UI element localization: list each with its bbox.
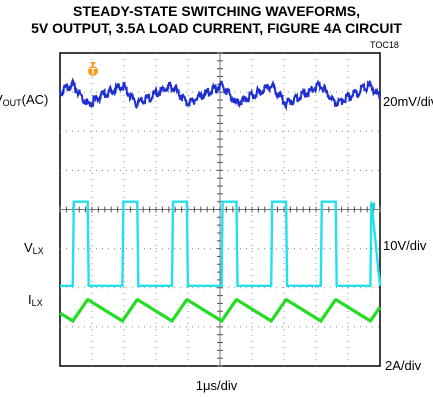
ilx-trace (59, 297, 382, 324)
ilx-scale-label: 2A/div (385, 358, 422, 373)
vlx-label: VLX (24, 240, 44, 256)
vout-trace (59, 77, 381, 112)
chart-title-line2: 5V OUTPUT, 3.5A LOAD CURRENT, FIGURE 4A … (31, 20, 402, 36)
x-scale-label: 1μs/div (195, 378, 238, 393)
traces (59, 77, 382, 324)
trigger-marker-label: T (90, 67, 96, 77)
vlx-scale-label: 10V/div (383, 238, 427, 253)
vlx-ground-marker (369, 202, 375, 210)
vout-scale-label: 20mV/div (383, 94, 433, 109)
trigger-marker: T (88, 62, 98, 77)
vlx-trace (60, 200, 382, 287)
chart-title-line1: STEADY-STATE SWITCHING WAVEFORMS, (73, 3, 360, 19)
toc-label: TOC18 (370, 40, 399, 50)
ilx-label: ILX (28, 292, 43, 308)
